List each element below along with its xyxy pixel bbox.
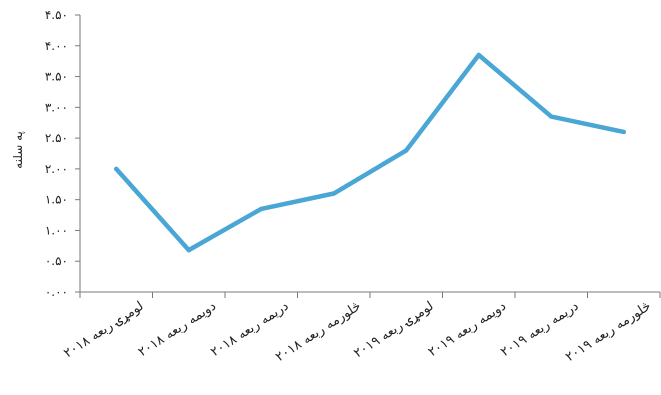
y-tick-label: ۱.۵۰ <box>45 193 68 207</box>
y-tick-label: ۳.۰۰ <box>45 100 68 114</box>
x-category-label: ۲۰۱۸ دویمه ربعه <box>136 299 219 360</box>
y-axis: ۰.۰۰ ۰.۵۰ ۱.۰۰ ۱.۵۰ ۲.۰۰ ۲.۵۰ ۳.۰۰ ۳.۵۰ ۴.۰۰ ۴.۵۰ <box>45 8 81 299</box>
y-tick-label: ۳.۵۰ <box>45 70 68 84</box>
data-point <box>476 52 481 58</box>
y-tick-label: ۴.۵۰ <box>45 8 68 22</box>
data-point <box>259 206 264 212</box>
data-point <box>331 191 336 196</box>
y-tick-label: ۲.۰۰ <box>45 162 68 176</box>
data-point <box>621 129 626 135</box>
y-tick-label: ۱.۰۰ <box>45 223 68 237</box>
y-tick-label: ۴.۰۰ <box>45 39 68 53</box>
data-point <box>549 114 554 119</box>
series-line <box>114 52 626 253</box>
series-layer <box>114 52 626 253</box>
x-category-label: ۲۰۱۹ لومړۍ ربعه <box>351 299 436 362</box>
data-point <box>114 166 119 172</box>
data-point <box>404 148 409 153</box>
x-category-label: ۲۰۱۹ دویمه ربعه <box>426 299 509 360</box>
y-axis-title: په سلنه <box>11 131 25 169</box>
y-tick-label: ۰.۰۰ <box>45 285 68 299</box>
data-point <box>186 247 191 253</box>
y-tick-label: ۰.۵۰ <box>45 254 68 268</box>
x-category-label: ۲۰۱۸ لومړۍ ربعه <box>61 299 146 362</box>
y-tick-label: ۲.۵۰ <box>45 131 68 145</box>
